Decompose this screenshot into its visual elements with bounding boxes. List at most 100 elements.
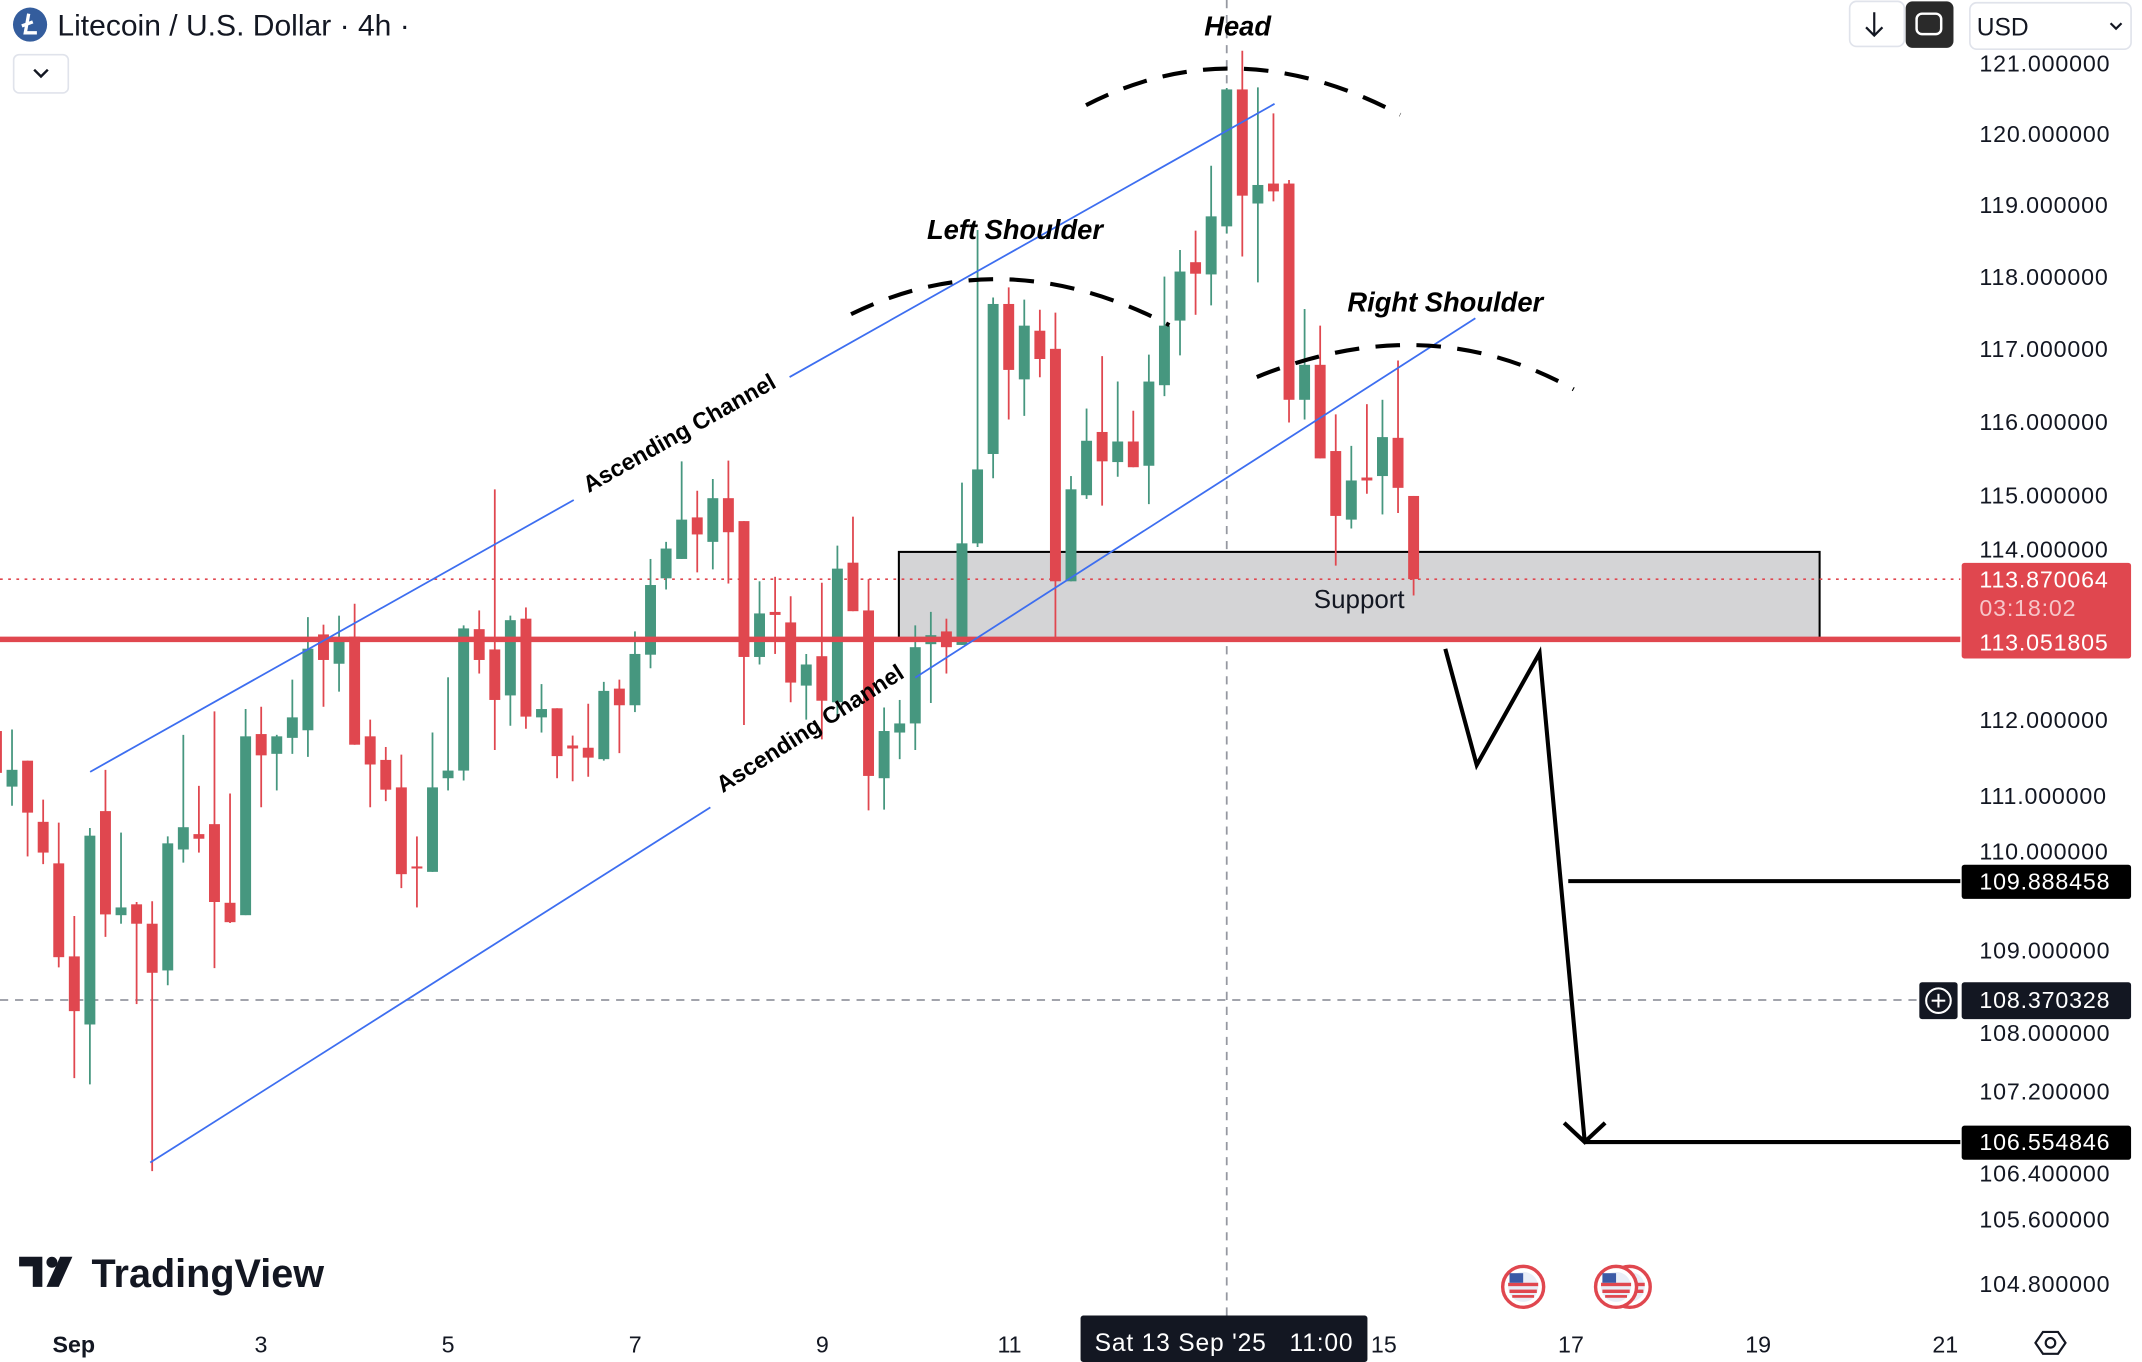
candle-body [754, 613, 765, 657]
candle [489, 489, 501, 751]
chevron-down-icon [2109, 22, 2123, 31]
candle-body [224, 902, 236, 923]
candle [629, 631, 641, 713]
projection-path[interactable] [1443, 646, 1587, 1141]
candle [458, 625, 470, 781]
tradingview-logo[interactable]: TradingView [19, 1252, 324, 1296]
candle [972, 229, 984, 548]
candle-body [1221, 89, 1233, 227]
candle-body [84, 835, 96, 1025]
crosshair-time-value: Sat 13 Sep '25 11:00 [1095, 1330, 1354, 1357]
candle-body [209, 824, 220, 903]
candles-layer [0, 50, 1420, 1172]
candle-body [1377, 437, 1388, 477]
candle-body [162, 843, 174, 971]
crosshair-price-badge [1961, 982, 2132, 1020]
currency-select[interactable]: USD [1969, 1, 2132, 51]
price-tick-label: 107.200000 [1979, 1079, 2110, 1105]
candle [84, 827, 96, 1085]
price-tick-label: 115.000000 [1979, 482, 2108, 508]
candle [162, 836, 174, 986]
candle [1049, 312, 1061, 640]
litecoin-glyph [21, 13, 37, 35]
channel-upper-label: Ascending Channel [578, 368, 780, 497]
candle-body [380, 759, 392, 790]
candle-body [146, 923, 158, 973]
candle [1018, 299, 1030, 416]
symbol-header[interactable]: Litecoin / U.S. Dollar · 4h · [12, 7, 410, 43]
candle [707, 478, 719, 570]
candle-body [676, 519, 688, 559]
time-axis[interactable]: Sep 3 5 7 9 11 15 17 19 21 [52, 1331, 1958, 1357]
candle [1408, 495, 1420, 596]
candle [754, 581, 765, 665]
tradingview-logo-icon [19, 1256, 73, 1287]
price-axis[interactable]: 121.000000 120.000000 119.000000 118.000000… [1979, 51, 2110, 1297]
left-shoulder-arc[interactable] [850, 277, 1171, 327]
target-1-value: 109.888458 [1979, 868, 2110, 894]
scroll-to-realtime-button[interactable] [1848, 0, 1906, 48]
collapse-legend-button[interactable] [12, 53, 70, 94]
candle-body [240, 736, 252, 916]
candle [769, 576, 781, 654]
price-tick-label: 118.000000 [1979, 264, 2108, 290]
candle [1143, 354, 1155, 505]
candle-body [1252, 184, 1264, 204]
settings-hex-icon[interactable] [2034, 1330, 2067, 1355]
time-tick-label: 9 [816, 1331, 829, 1357]
time-tick-label: 7 [629, 1331, 642, 1357]
time-tick-label: 5 [442, 1331, 455, 1357]
candle [380, 746, 392, 802]
candle-body [255, 734, 267, 756]
candle-body [1190, 262, 1202, 274]
candle [1174, 250, 1186, 356]
candle-body [1283, 183, 1295, 400]
fullscreen-button[interactable] [1905, 1, 1954, 48]
candle-body [0, 731, 2, 773]
candle-body [1158, 325, 1170, 386]
candle-body [427, 787, 438, 872]
currency-value: USD [1977, 15, 2029, 42]
candle-body [1205, 216, 1217, 275]
candle [1034, 309, 1046, 378]
candle-body [645, 585, 656, 655]
candle-body [489, 649, 501, 700]
candle [645, 558, 656, 669]
candle [427, 732, 438, 872]
candle [504, 615, 516, 726]
candle [816, 582, 828, 740]
candle [177, 734, 189, 863]
candle-body [1236, 89, 1248, 196]
candle [785, 596, 797, 703]
target-1-badge [1961, 864, 2132, 899]
candle-body [1299, 364, 1311, 400]
us-flag-icon[interactable] [1593, 1264, 1639, 1310]
candle-body [1361, 477, 1373, 481]
ascending-channel-upper[interactable] [89, 103, 1275, 773]
candle [722, 460, 734, 584]
candle-body [987, 303, 999, 454]
support-level-value: 113.051805 [1979, 629, 2108, 655]
price-tick-label: 116.000000 [1979, 409, 2108, 435]
time-tick-label: 15 [1371, 1331, 1397, 1357]
time-tick-label: Sep [52, 1331, 95, 1357]
candle-body [847, 562, 859, 612]
candle [691, 490, 703, 573]
head-arc[interactable] [1085, 66, 1402, 117]
candle-body [1112, 441, 1124, 463]
candle [1096, 356, 1108, 506]
right-shoulder-arc[interactable] [1256, 343, 1575, 392]
us-flag-icon[interactable] [1500, 1264, 1546, 1310]
candle-body [1065, 489, 1077, 582]
plus-circle-icon [1925, 987, 1952, 1014]
candle [598, 681, 610, 761]
candle-body [520, 618, 532, 717]
candle-body [567, 745, 579, 749]
candle [613, 679, 625, 754]
candle [909, 625, 921, 751]
fullscreen-icon [1915, 12, 1943, 36]
ascending-channel-lower[interactable] [149, 317, 1476, 1164]
price-tick-label: 105.600000 [1979, 1206, 2110, 1232]
candle [99, 769, 111, 937]
